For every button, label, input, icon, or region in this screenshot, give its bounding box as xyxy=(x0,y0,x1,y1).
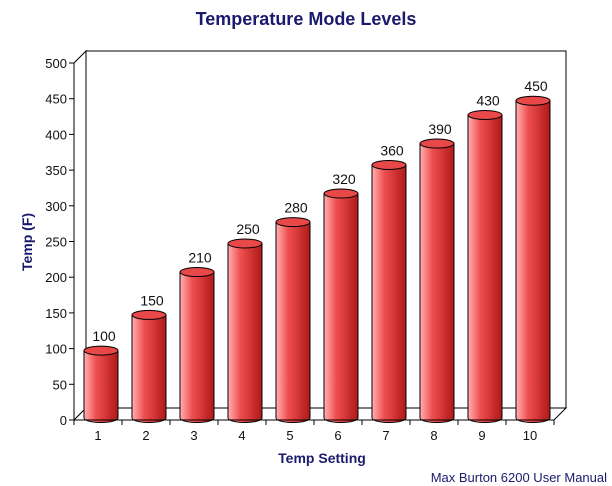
x-tick-label: 7 xyxy=(382,428,389,443)
data-label: 280 xyxy=(284,200,308,216)
x-tick-label: 8 xyxy=(430,428,437,443)
bar-4: 250 xyxy=(227,221,263,423)
bar-body xyxy=(371,164,407,423)
y-tick-label: 150 xyxy=(45,306,67,321)
data-label: 320 xyxy=(332,171,356,187)
bar-top xyxy=(83,345,119,356)
bar-body xyxy=(83,350,119,423)
x-tick-label: 2 xyxy=(142,428,149,443)
bar-body xyxy=(179,271,215,423)
x-tick-label: 9 xyxy=(478,428,485,443)
y-tick-label: 50 xyxy=(53,377,67,392)
bar-1: 100 xyxy=(83,328,119,423)
bar-3: 210 xyxy=(179,250,215,423)
x-tick-label: 4 xyxy=(238,428,245,443)
bar-7: 360 xyxy=(371,142,407,423)
y-tick-label: 100 xyxy=(45,342,67,357)
x-tick-label: 10 xyxy=(523,428,537,443)
bar-10: 450 xyxy=(515,78,551,423)
bar-body xyxy=(227,243,263,423)
data-label: 210 xyxy=(188,250,212,266)
bar-body xyxy=(515,100,551,423)
y-tick-label: 200 xyxy=(45,270,67,285)
bar-body xyxy=(275,221,311,423)
x-axis-title: Temp Setting xyxy=(278,450,366,466)
bar-6: 320 xyxy=(323,171,359,423)
y-axis: 0 50 100 150 200 250 300 350 400 450 500 xyxy=(45,56,74,428)
bar-series: 100 150 210 250 280 320 360 390 430 450 xyxy=(83,78,551,423)
y-tick-label: 250 xyxy=(45,235,67,250)
x-tick-label: 5 xyxy=(286,428,293,443)
y-tick-label: 350 xyxy=(45,163,67,178)
y-tick-label: 400 xyxy=(45,127,67,142)
bar-top xyxy=(275,217,311,228)
x-tick-label: 1 xyxy=(94,428,101,443)
bar-8: 390 xyxy=(419,121,455,423)
bar-top xyxy=(419,138,455,149)
bar-body xyxy=(323,193,359,423)
x-tick-label: 6 xyxy=(334,428,341,443)
bar-body xyxy=(131,314,167,423)
bar-top xyxy=(371,159,407,170)
bar-top xyxy=(131,309,167,320)
y-tick-label: 450 xyxy=(45,92,67,107)
data-label: 430 xyxy=(476,92,500,108)
data-label: 150 xyxy=(140,292,164,308)
data-label: 450 xyxy=(524,78,548,94)
y-tick-label: 0 xyxy=(60,413,67,428)
data-label: 250 xyxy=(236,221,260,237)
data-label: 360 xyxy=(380,142,404,158)
y-axis-title: Temp (F) xyxy=(19,213,35,271)
bar-top xyxy=(323,188,359,199)
y-tick-label: 300 xyxy=(45,199,67,214)
x-tick-label: 3 xyxy=(190,428,197,443)
bar-body xyxy=(467,114,503,423)
bar-top xyxy=(227,238,263,249)
data-label: 100 xyxy=(92,328,116,344)
bar-top xyxy=(467,109,503,120)
y-tick-label: 500 xyxy=(45,56,67,71)
bar-5: 280 xyxy=(275,200,311,423)
chart-title: Temperature Mode Levels xyxy=(196,9,417,29)
bar-top xyxy=(515,95,551,106)
data-label: 390 xyxy=(428,121,452,137)
bar-9: 430 xyxy=(467,92,503,423)
bar-body xyxy=(419,143,455,423)
bar-top xyxy=(179,267,215,278)
x-axis: 1 2 3 4 5 6 7 8 9 10 xyxy=(73,419,555,443)
source-credit: Max Burton 6200 User Manual xyxy=(431,470,607,485)
bar-2: 150 xyxy=(131,292,167,423)
